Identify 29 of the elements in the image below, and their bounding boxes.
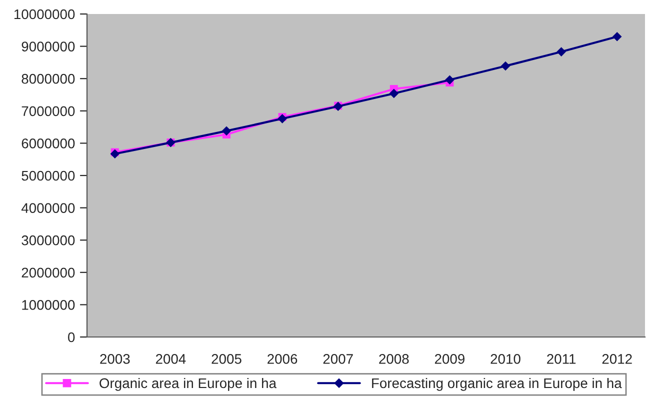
x-tick-label: 2005 <box>212 354 242 364</box>
y-tick-label: 6000000 <box>22 138 75 148</box>
x-tick-label: 2007 <box>323 354 353 364</box>
y-tick-label: 0 <box>68 332 75 342</box>
point <box>445 75 454 84</box>
x-tick-label: 2006 <box>268 354 298 364</box>
x-tick-label: 2008 <box>379 354 409 364</box>
y-tick-label: 2000000 <box>22 268 75 278</box>
point <box>556 47 566 56</box>
y-tick-label: 5000000 <box>22 170 75 181</box>
point <box>501 62 510 70</box>
y-tick-label: 9000000 <box>22 42 75 52</box>
x-tick-label: 2010 <box>490 354 520 364</box>
x-tick-label: 2012 <box>602 354 632 364</box>
legend-label: Organic area in Europe in ha <box>100 378 277 391</box>
y-tick-label: 4000000 <box>21 203 75 213</box>
y-tick-label: 8000000 <box>22 74 75 84</box>
x-tick-label: 2009 <box>434 354 464 364</box>
x-tick-label: 2011 <box>547 354 576 364</box>
x-tick-label: 2003 <box>100 354 130 364</box>
y-tick-label: 10000000 <box>14 9 75 20</box>
x-tick-label: 2004 <box>156 354 186 364</box>
point <box>612 32 622 42</box>
y-tick-label: 7000000 <box>22 106 75 116</box>
y-tick-label: 3000000 <box>22 235 75 246</box>
y-tick-label: 1000000 <box>22 300 75 310</box>
point <box>222 126 231 136</box>
legend-label: Forecasting organic area in Europe in ha <box>372 378 622 391</box>
point <box>389 89 398 98</box>
